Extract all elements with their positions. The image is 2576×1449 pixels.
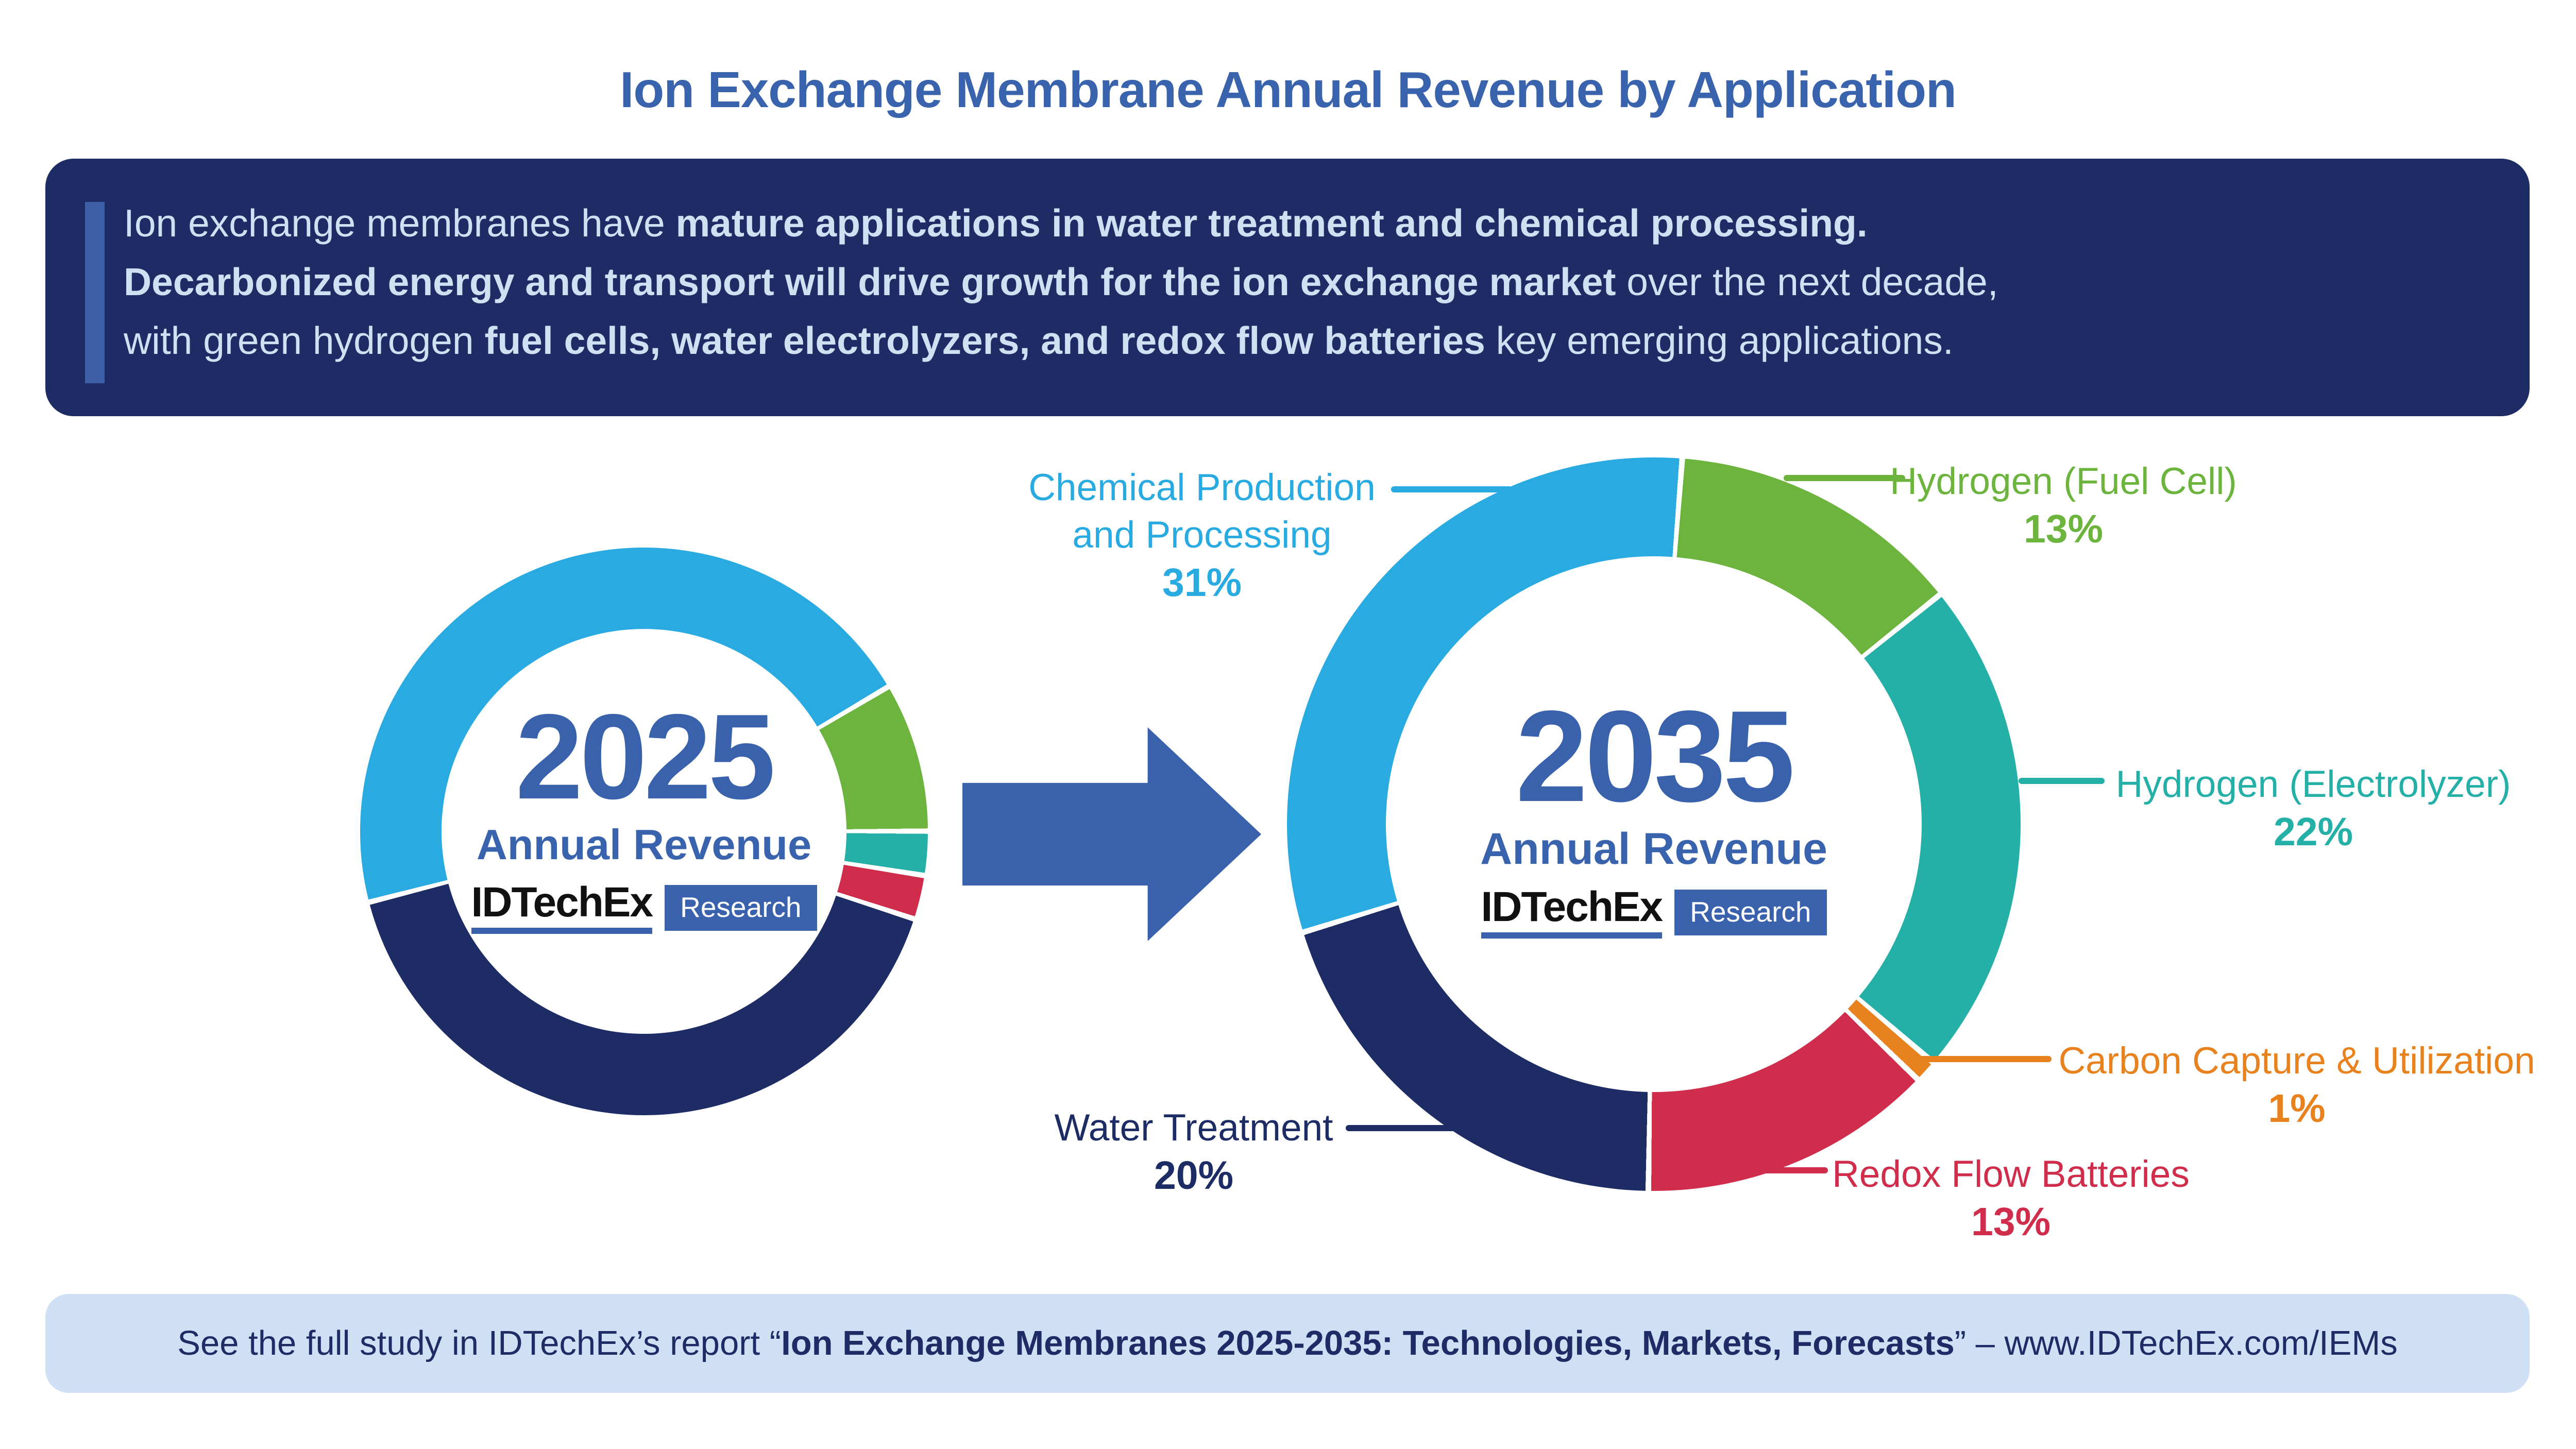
- footer-text: See the full study in IDTechEx’s report …: [45, 1320, 2530, 1367]
- callout-water-treatment: Water Treatment 20%: [1013, 1104, 1374, 1199]
- summary-run: key emerging applications.: [1485, 319, 1954, 362]
- footer-url-link[interactable]: www.IDTechEx.com/IEMs: [2004, 1324, 2398, 1362]
- leader-line-hydrogen-electrolyzer: [2019, 778, 2105, 784]
- callout-carbon-capture: Carbon Capture & Utilization 1%: [2039, 1037, 2554, 1132]
- subtitle-2025: Annual Revenue: [476, 821, 812, 868]
- callout-label: Hydrogen (Electrolyzer): [2115, 763, 2511, 805]
- summary-line-1: Ion exchange membranes have mature appli…: [124, 194, 2473, 252]
- callout-percent: 13%: [1971, 1200, 2051, 1244]
- footer-bar: See the full study in IDTechEx’s report …: [45, 1294, 2530, 1393]
- transition-arrow-icon: [962, 727, 1261, 941]
- idtechex-logo: IDTechEx Research: [1287, 886, 2021, 939]
- callout-percent: 13%: [2023, 507, 2104, 551]
- donut-chart-2035: 2035 Annual Revenue IDTechEx Research: [1287, 457, 2021, 1191]
- leader-line-water-treatment: [1346, 1125, 1466, 1131]
- year-label-2035: 2035: [1515, 684, 1795, 829]
- donut-hole-2025: [442, 629, 846, 1034]
- summary-run-bold: mature applications in water treatment a…: [675, 201, 1868, 245]
- summary-run: over the next decade,: [1616, 260, 1998, 303]
- callout-percent: 22%: [2273, 810, 2353, 854]
- leader-line-chemical-production: [1391, 486, 1512, 492]
- callout-label: Water Treatment: [1054, 1107, 1333, 1149]
- donut-hole-2035: [1386, 556, 1922, 1092]
- page-title: Ion Exchange Membrane Annual Revenue by …: [620, 61, 1957, 118]
- idtechex-wordmark: IDTechEx: [1481, 886, 1663, 939]
- callout-label: Hydrogen (Fuel Cell): [1890, 461, 2237, 502]
- research-badge: Research: [1674, 889, 1827, 935]
- footer-run: See the full study in IDTechEx’s report …: [177, 1324, 782, 1362]
- callout-redox-flow-batteries: Redox Flow Batteries 13%: [1818, 1151, 2204, 1246]
- year-label-2025: 2025: [515, 689, 776, 824]
- summary-run: Ion exchange membranes have: [124, 201, 676, 245]
- summary-run-bold: Decarbonized energy and transport will d…: [124, 260, 1616, 303]
- donut-center-2035: 2035 Annual Revenue IDTechEx Research: [1287, 457, 2021, 1191]
- summary-line-2: Decarbonized energy and transport will d…: [124, 252, 2473, 311]
- callout-hydrogen-electrolyzer: Hydrogen (Electrolyzer) 22%: [2094, 761, 2532, 856]
- summary-accent-bar: [85, 202, 105, 383]
- idtechex-logo: IDTechEx Research: [360, 881, 928, 934]
- summary-run: with green hydrogen: [124, 319, 485, 362]
- summary-box: Ion exchange membranes have mature appli…: [45, 159, 2530, 416]
- summary-run-bold: fuel cells, water electrolyzers, and red…: [484, 319, 1485, 362]
- callout-label: and Processing: [1072, 514, 1332, 556]
- donut-chart-2025: 2025 Annual Revenue IDTechEx Research: [360, 548, 928, 1115]
- leader-line-hydrogen-fuel-cell: [1784, 475, 1905, 481]
- callout-label: Chemical Production: [1028, 467, 1376, 508]
- callout-hydrogen-fuel-cell: Hydrogen (Fuel Cell) 13%: [1883, 458, 2244, 553]
- research-badge: Research: [665, 884, 817, 931]
- subtitle-2035: Annual Revenue: [1480, 824, 1827, 874]
- summary-line-3: with green hydrogen fuel cells, water el…: [124, 311, 2473, 370]
- callout-percent: 1%: [2268, 1086, 2326, 1131]
- leader-line-carbon-capture: [1912, 1056, 2052, 1062]
- idtechex-wordmark: IDTechEx: [471, 881, 653, 934]
- callout-label: Carbon Capture & Utilization: [2058, 1040, 2535, 1082]
- footer-run: ” –: [1954, 1324, 2005, 1362]
- callout-label: Redox Flow Batteries: [1832, 1153, 2190, 1195]
- callout-percent: 31%: [1162, 560, 1242, 605]
- callout-percent: 20%: [1154, 1153, 1234, 1198]
- callout-chemical-production: Chemical Production and Processing 31%: [1022, 464, 1382, 606]
- summary-text: Ion exchange membranes have mature appli…: [124, 194, 2473, 370]
- leader-line-redox-flow-batteries: [1728, 1167, 1828, 1173]
- report-title: Ion Exchange Membranes 2025-2035: Techno…: [781, 1324, 1955, 1362]
- donut-center-2025: 2025 Annual Revenue IDTechEx Research: [360, 548, 928, 1115]
